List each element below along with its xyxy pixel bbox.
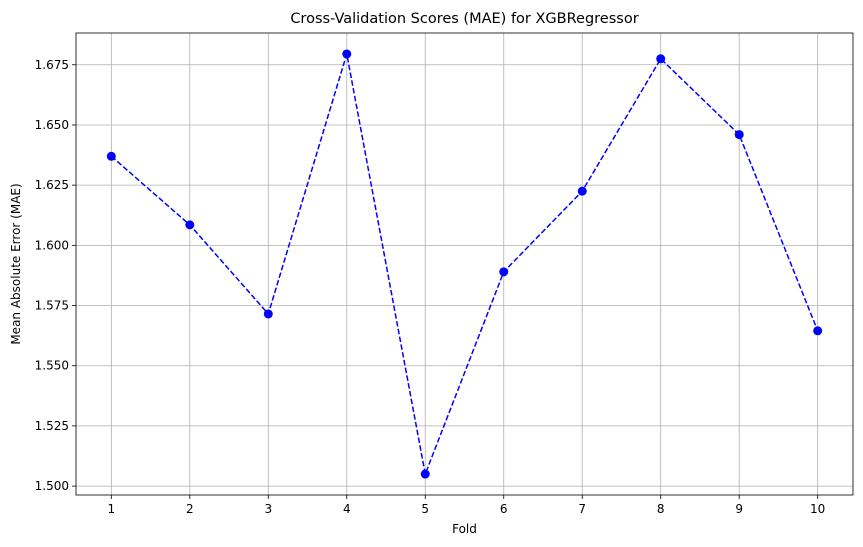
x-tick-label: 10 xyxy=(810,502,825,516)
y-tick-label: 1.550 xyxy=(35,359,69,373)
plot-frame xyxy=(75,32,854,496)
x-tick-label: 2 xyxy=(186,502,194,516)
y-tick-label: 1.525 xyxy=(35,419,69,433)
x-tick-label: 3 xyxy=(264,502,272,516)
x-tick-label: 1 xyxy=(107,502,115,516)
x-tick-label: 4 xyxy=(343,502,351,516)
x-tick-label: 9 xyxy=(735,502,743,516)
grid xyxy=(76,33,853,495)
y-tick-label: 1.575 xyxy=(35,299,69,313)
x-axis: 1 2 3 4 5 6 7 8 9 10 xyxy=(107,495,825,516)
data-point xyxy=(813,326,823,336)
y-tick-label: 1.500 xyxy=(35,479,69,493)
series-line xyxy=(110,53,819,477)
data-point xyxy=(499,267,509,277)
data-point xyxy=(342,49,352,59)
data-point xyxy=(734,130,744,140)
y-tick-label: 1.650 xyxy=(35,118,69,132)
chart-title: Cross-Validation Scores (MAE) for XGBReg… xyxy=(290,11,638,27)
series-group xyxy=(106,49,823,479)
data-point xyxy=(420,469,430,479)
y-tick-label: 1.625 xyxy=(35,178,69,192)
data-point xyxy=(656,54,666,64)
data-point xyxy=(185,220,195,230)
data-point xyxy=(577,186,587,196)
x-tick-label: 8 xyxy=(657,502,665,516)
x-tick-label: 5 xyxy=(421,502,429,516)
data-point xyxy=(263,309,273,319)
data-point xyxy=(106,151,116,161)
y-axis: 1.500 1.525 1.550 1.575 1.600 1.625 1.650 1.675 xyxy=(35,58,76,493)
y-tick-label: 1.675 xyxy=(35,58,69,72)
x-tick-label: 7 xyxy=(578,502,586,516)
x-tick-label: 6 xyxy=(500,502,508,516)
y-axis-label: Mean Absolute Error (MAE) xyxy=(9,183,23,344)
x-axis-label: Fold xyxy=(452,522,477,536)
y-tick-label: 1.600 xyxy=(35,238,69,252)
